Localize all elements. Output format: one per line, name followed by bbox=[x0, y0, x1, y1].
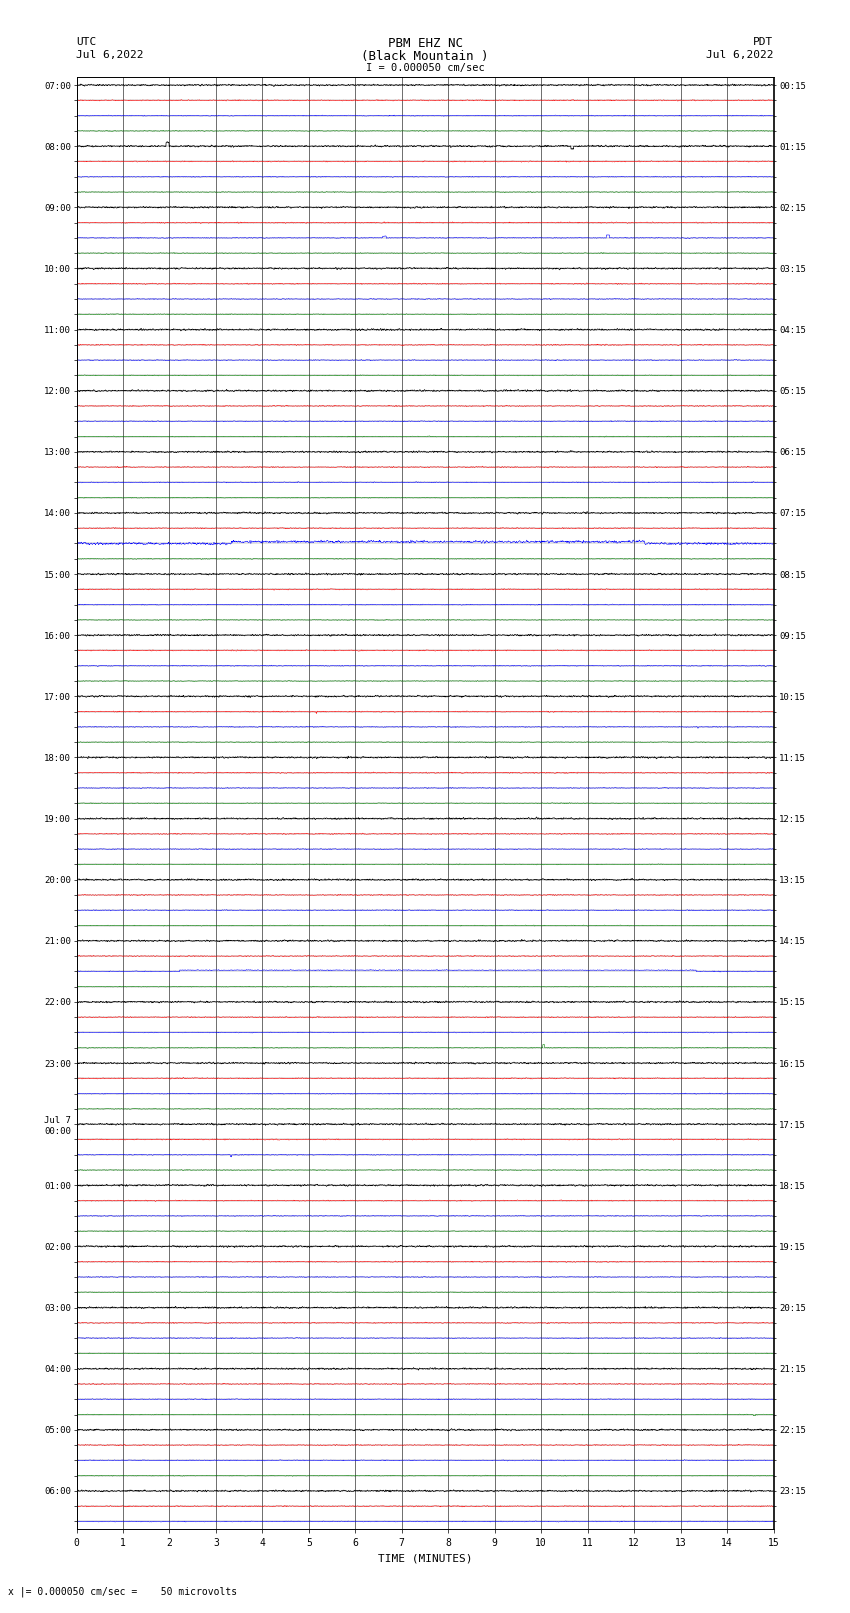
X-axis label: TIME (MINUTES): TIME (MINUTES) bbox=[377, 1553, 473, 1563]
Text: UTC: UTC bbox=[76, 37, 97, 47]
Text: PDT: PDT bbox=[753, 37, 774, 47]
Text: x |= 0.000050 cm/sec =    50 microvolts: x |= 0.000050 cm/sec = 50 microvolts bbox=[8, 1586, 238, 1597]
Text: Jul 6,2022: Jul 6,2022 bbox=[706, 50, 774, 60]
Text: PBM EHZ NC: PBM EHZ NC bbox=[388, 37, 462, 50]
Text: Jul 6,2022: Jul 6,2022 bbox=[76, 50, 144, 60]
Text: I = 0.000050 cm/sec: I = 0.000050 cm/sec bbox=[366, 63, 484, 73]
Text: (Black Mountain ): (Black Mountain ) bbox=[361, 50, 489, 63]
